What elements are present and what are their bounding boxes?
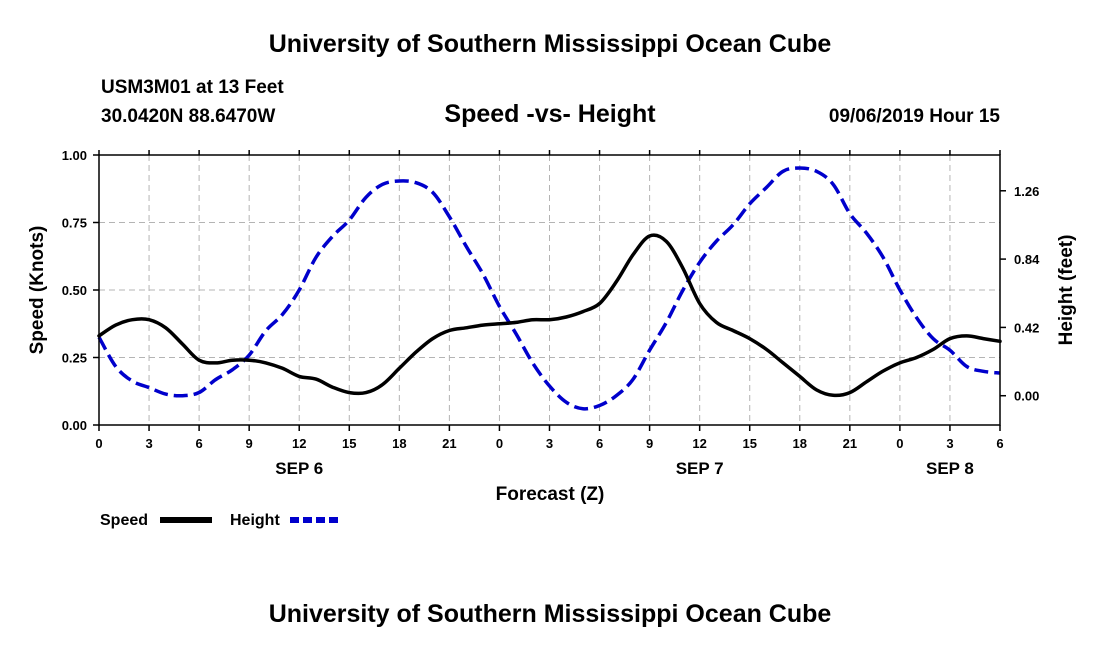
grid <box>99 155 1000 425</box>
y2-axis-title: Height (feet) <box>1056 235 1077 346</box>
x-tick-label: 0 <box>496 436 503 451</box>
x-tick-label: 12 <box>692 436 706 451</box>
y2-tick-label: 0.84 <box>1014 252 1040 267</box>
forecast-datetime: 09/06/2019 Hour 15 <box>828 106 1000 127</box>
x-tick-label: 6 <box>996 436 1003 451</box>
chart-title: Speed -vs- Height <box>444 100 656 128</box>
station-label: USM3M01 at 13 Feet <box>101 77 284 98</box>
legend: Speed Height <box>100 512 342 529</box>
y-axis-title: Speed (Knots) <box>27 226 48 355</box>
axes: 0 3 6 9 12 15 18 21 0 3 6 9 12 15 18 21 0 3 6 SEP 6 SEP 7 SEP… <box>62 148 1040 478</box>
x-tick-label: 18 <box>392 436 406 451</box>
y-tick-label: 0.50 <box>62 283 87 298</box>
height-series-line <box>97 166 1001 411</box>
day-label: SEP 7 <box>676 459 724 478</box>
day-label: SEP 6 <box>275 459 323 478</box>
x-tick-label: 3 <box>145 436 152 451</box>
coordinates-label: 30.0420N 88.6470W <box>101 106 276 127</box>
y2-tick-label: 0.42 <box>1014 320 1039 335</box>
day-label: SEP 8 <box>926 459 974 478</box>
x-tick-label: 3 <box>946 436 953 451</box>
y-tick-label: 1.00 <box>62 148 87 163</box>
x-tick-label: 9 <box>246 436 253 451</box>
x-tick-label: 3 <box>546 436 553 451</box>
page-title: University of Southern Mississippi Ocean… <box>268 30 832 58</box>
x-tick-label: 12 <box>292 436 306 451</box>
legend-height-label: Height <box>230 512 280 529</box>
x-tick-label: 15 <box>342 436 356 451</box>
x-tick-label: 6 <box>596 436 603 451</box>
y-tick-label: 0.25 <box>62 351 87 366</box>
x-tick-label: 18 <box>793 436 807 451</box>
y-tick-label: 0.75 <box>62 216 87 231</box>
x-tick-label: 0 <box>95 436 102 451</box>
x-tick-label: 21 <box>843 436 857 451</box>
y2-tick-label: 0.00 <box>1014 389 1039 404</box>
x-tick-label: 0 <box>896 436 903 451</box>
series-layer <box>97 166 1002 411</box>
x-tick-label: 21 <box>442 436 456 451</box>
footer-title: University of Southern Mississippi Ocean… <box>268 600 832 628</box>
y-tick-label: 0.00 <box>62 418 87 433</box>
legend-speed-label: Speed <box>100 512 148 529</box>
speed-series-line <box>97 233 1002 398</box>
x-tick-label: 6 <box>195 436 202 451</box>
x-tick-label: 15 <box>742 436 756 451</box>
x-tick-label: 9 <box>646 436 653 451</box>
y2-tick-label: 1.26 <box>1014 184 1039 199</box>
x-axis-title: Forecast (Z) <box>496 484 605 505</box>
